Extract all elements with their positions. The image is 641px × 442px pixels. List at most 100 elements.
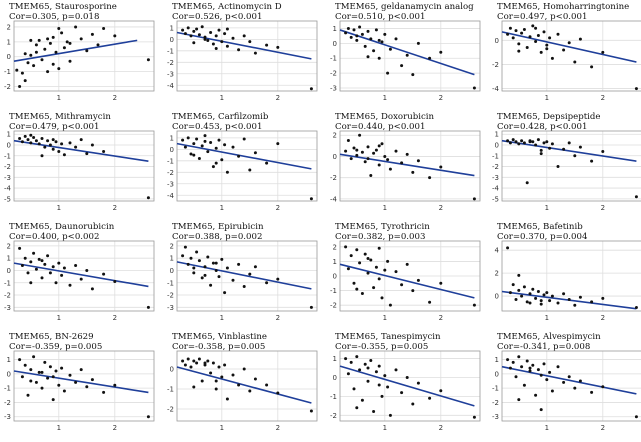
- data-point: [508, 141, 512, 145]
- y-tick-label: 0: [7, 267, 11, 275]
- data-point: [400, 391, 404, 395]
- data-point: [20, 375, 24, 379]
- data-point: [542, 141, 546, 145]
- x-tick-label: 2: [113, 204, 117, 212]
- data-point: [380, 394, 384, 398]
- panel-correlation-stat: Cor=0.479, p<0.001: [9, 122, 100, 132]
- data-point: [40, 259, 44, 263]
- data-point: [79, 37, 83, 41]
- data-point: [511, 138, 515, 142]
- y-tick-label: 0: [170, 36, 174, 44]
- y-tick-label: -4: [492, 185, 500, 193]
- y-tick-label: -1: [4, 152, 11, 160]
- data-point: [386, 259, 390, 263]
- x-tick-label: 2: [439, 94, 443, 102]
- data-point: [197, 259, 201, 263]
- data-point: [62, 46, 66, 50]
- y-tick-label: -2: [330, 302, 337, 310]
- data-point: [54, 140, 58, 144]
- y-tick-label: 1: [495, 131, 499, 139]
- data-point: [26, 271, 30, 275]
- data-point: [550, 294, 554, 298]
- data-point: [40, 154, 44, 158]
- scatter-panel: TMEM65, Depsipeptide Cor=0.428, p<0.001 -5…: [488, 112, 641, 222]
- data-point: [68, 283, 72, 287]
- data-point: [197, 357, 201, 361]
- data-point: [542, 293, 546, 297]
- data-point: [366, 145, 370, 149]
- scatter-plot: -4 -2 0 1 2: [492, 20, 641, 102]
- y-tick-label: 2: [7, 23, 11, 31]
- data-point: [562, 48, 566, 52]
- y-tick-label: 2: [495, 270, 499, 278]
- y-tick-label: -3: [167, 304, 174, 312]
- y-tick-label: 1: [333, 258, 337, 266]
- data-point: [309, 305, 313, 309]
- data-point: [231, 373, 235, 377]
- data-point: [517, 42, 521, 46]
- y-tick-label: 2: [333, 243, 337, 251]
- data-point: [189, 256, 193, 260]
- y-tick-label: -2: [167, 169, 174, 177]
- data-point: [48, 365, 52, 369]
- data-point: [192, 359, 196, 363]
- x-tick-label: 2: [276, 314, 280, 322]
- data-point: [206, 150, 210, 154]
- y-tick-label: -2: [492, 399, 499, 407]
- panel-title: TMEM65, Homoharringtonine: [497, 2, 630, 12]
- data-point: [590, 65, 594, 69]
- data-point: [32, 251, 36, 255]
- data-point: [37, 370, 41, 374]
- data-point: [374, 370, 378, 374]
- plot-frame: [339, 350, 481, 422]
- data-point: [578, 295, 582, 299]
- panel-correlation-stat: Cor=-0.358, p=0.005: [172, 342, 266, 352]
- data-point: [411, 170, 415, 174]
- data-point: [225, 27, 229, 31]
- panel-title: TMEM65, Actinomycin D: [172, 2, 282, 12]
- data-point: [550, 56, 554, 60]
- data-point: [573, 303, 577, 307]
- data-point: [416, 41, 420, 45]
- data-point: [309, 409, 313, 413]
- data-point: [62, 389, 66, 393]
- data-point: [514, 375, 518, 379]
- data-point: [43, 360, 47, 364]
- panel-correlation-stat: Cor=-0.355, p=0.005: [335, 342, 429, 352]
- data-point: [377, 383, 381, 387]
- y-tick-label: -3: [330, 85, 337, 93]
- data-point: [181, 359, 185, 363]
- data-point: [352, 387, 356, 391]
- data-point: [248, 40, 252, 44]
- data-point: [386, 71, 390, 75]
- data-point: [363, 160, 367, 164]
- data-point: [253, 51, 257, 55]
- data-point: [29, 133, 33, 137]
- data-point: [366, 366, 370, 370]
- data-point: [248, 168, 252, 172]
- data-point: [18, 137, 22, 141]
- data-point: [113, 34, 117, 38]
- data-point: [203, 134, 207, 138]
- data-point: [85, 49, 89, 53]
- data-point: [372, 286, 376, 290]
- data-point: [548, 36, 552, 40]
- y-tick-label: -2: [4, 399, 11, 407]
- data-point: [18, 246, 22, 250]
- data-point: [590, 390, 594, 394]
- x-tick-label: 2: [113, 424, 117, 432]
- data-point: [203, 361, 207, 365]
- data-point: [51, 138, 55, 142]
- data-point: [514, 29, 518, 33]
- data-point: [40, 386, 44, 390]
- x-tick-label: 1: [545, 94, 549, 102]
- data-point: [74, 380, 78, 384]
- data-point: [214, 261, 218, 265]
- data-point: [394, 368, 398, 372]
- data-point: [539, 299, 543, 303]
- data-point: [40, 276, 44, 280]
- data-point: [545, 47, 549, 51]
- y-tick-label: -1: [4, 68, 11, 76]
- data-point: [536, 138, 540, 142]
- data-point: [195, 250, 199, 254]
